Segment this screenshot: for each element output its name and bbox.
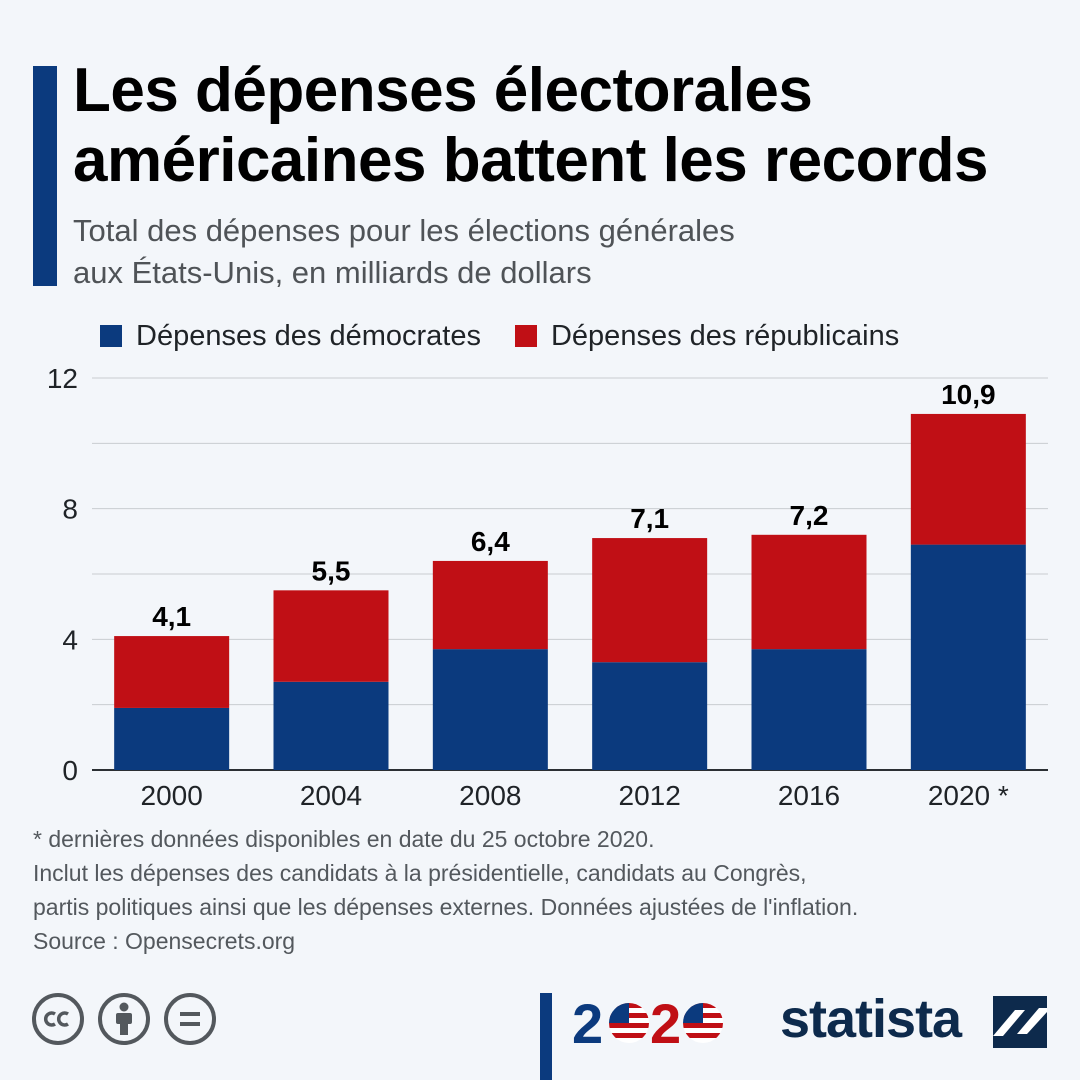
x-tick-label: 2016 <box>778 780 840 811</box>
no-derivatives-icon[interactable] <box>164 993 216 1045</box>
legend-item-republicans: Dépenses des républicains <box>514 319 900 353</box>
footnote-asterisk: * dernières données disponibles en date … <box>33 826 655 852</box>
bar-republicans <box>114 636 230 708</box>
total-data-label: 5,5 <box>312 555 351 586</box>
x-tick-label: 2020 * <box>928 780 1009 811</box>
bar-republicans <box>273 590 389 682</box>
total-data-label: 6,4 <box>471 526 510 557</box>
logo-digit-two: 2 <box>572 993 603 1053</box>
us-flag-icon <box>609 1003 649 1043</box>
legend-swatch-democrats <box>100 325 122 347</box>
total-data-label: 4,1 <box>152 601 191 632</box>
footnote-inflation: partis politiques ainsi que les dépenses… <box>33 894 859 920</box>
footnote-scope: Inclut les dépenses des candidats à la p… <box>33 860 807 886</box>
footnotes: * dernières données disponibles en date … <box>33 822 1063 958</box>
total-data-label: 10,9 <box>941 379 996 410</box>
x-tick-label: 2008 <box>459 780 521 811</box>
chart-title: Les dépenses électorales américaines bat… <box>73 56 988 195</box>
bar-democrats <box>910 544 1026 770</box>
y-tick-label: 8 <box>62 494 78 525</box>
bar-republicans <box>751 534 867 650</box>
y-tick-label: 4 <box>62 624 78 655</box>
statista-logo-icon <box>993 996 1047 1048</box>
bar-democrats <box>114 707 230 770</box>
x-tick-label: 2012 <box>619 780 681 811</box>
us-flag-icon <box>683 1003 723 1043</box>
x-tick-label: 2004 <box>300 780 362 811</box>
source-note: Source : Opensecrets.org <box>33 928 296 954</box>
y-tick-label: 0 <box>62 755 78 786</box>
total-data-label: 7,2 <box>790 500 829 531</box>
bar-democrats <box>273 681 389 770</box>
logo-bar <box>540 993 552 1080</box>
bar-republicans <box>910 413 1026 545</box>
statista-logo-text[interactable]: statista <box>780 989 962 1049</box>
total-data-label: 7,1 <box>630 503 669 534</box>
bar-republicans <box>432 560 548 650</box>
logo-2020-digits: 2 2 <box>572 993 723 1053</box>
title-accent-bar <box>33 66 57 286</box>
subtitle-line: aux États-Unis, en milliards de dollars <box>73 255 592 290</box>
license-icons <box>32 993 230 1045</box>
legend: Dépenses des démocrates Dépenses des rép… <box>100 318 933 354</box>
chart-subtitle: Total des dépenses pour les élections gé… <box>73 210 973 294</box>
election-2020-logo: 2 2 <box>540 993 732 1080</box>
bar-democrats <box>432 649 548 770</box>
cc-icon[interactable] <box>32 993 84 1045</box>
legend-label-democrats: Dépenses des démocrates <box>136 319 481 352</box>
subtitle-line: Total des dépenses pour les élections gé… <box>73 213 735 248</box>
bar-democrats <box>751 649 867 770</box>
bar-republicans <box>592 538 708 663</box>
legend-item-democrats: Dépenses des démocrates <box>100 320 481 353</box>
legend-label-republicans: Dépenses des républicains <box>550 319 900 352</box>
legend-swatch-republicans <box>514 325 537 347</box>
logo-digit-two: 2 <box>650 993 681 1053</box>
x-tick-label: 2000 <box>141 780 203 811</box>
stacked-bar-chart: 0 4 8 12 4,1 2000 5,5 2004 6,4 2008 7,1 2012 7,2 2016… <box>47 363 1048 811</box>
bar-democrats <box>592 662 708 770</box>
y-tick-label: 12 <box>47 363 78 394</box>
attribution-icon[interactable] <box>98 993 150 1045</box>
